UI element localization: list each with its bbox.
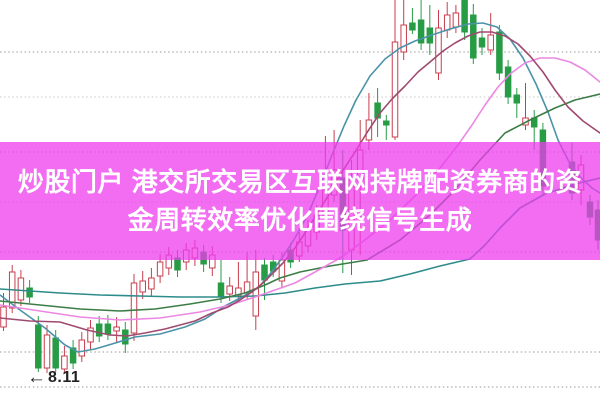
headline-line-2: 金周转效率优化围绕信号生成 (127, 205, 473, 235)
headline-line-1: 炒股门户 港交所交易区互联网持牌配资券商的资 (17, 167, 583, 197)
ma-fast-blue-teal (0, 22, 600, 353)
low-price-label: 8.11 (48, 369, 81, 386)
ma-dark-green (0, 93, 600, 312)
headline-banner: 炒股门户 港交所交易区互联网持牌配资券商的资 金周转效率优化围绕信号生成 (0, 142, 600, 260)
left-arrow-icon: ← (27, 367, 46, 388)
low-price-annotation: ← 8.11 (27, 367, 81, 388)
